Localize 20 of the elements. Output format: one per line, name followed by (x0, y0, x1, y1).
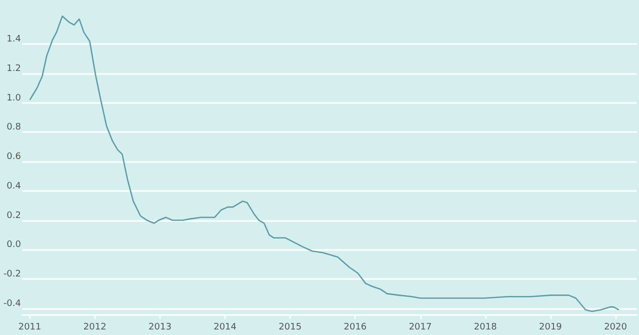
y-tick-label: 1.4 (6, 34, 22, 45)
x-tick-label: 2013 (148, 322, 172, 332)
x-tick-label: 2014 (214, 322, 237, 332)
y-tick-label: 0.2 (6, 210, 21, 221)
x-tick-label: 2020 (604, 322, 628, 332)
x-tick-label: 2015 (278, 322, 302, 332)
x-tick-label: 2016 (344, 322, 367, 332)
y-tick-label: 0.0 (6, 240, 22, 250)
y-tick-label: 0.4 (6, 181, 22, 192)
y-tick-label: 1.0 (6, 93, 22, 104)
y-tick-label: 0.8 (6, 122, 22, 133)
x-tick-label: 2019 (538, 322, 562, 332)
y-tick-label: 0.6 (6, 152, 22, 162)
y-tick-label: -0.4 (3, 298, 22, 309)
x-tick-label: 2011 (18, 322, 42, 332)
x-tick-label: 2017 (408, 322, 432, 332)
y-tick-label: -0.2 (3, 270, 21, 280)
y-tick-label: 1.2 (6, 64, 21, 74)
x-tick-label: 2018 (474, 322, 498, 332)
x-tick-label: 2012 (83, 322, 106, 332)
